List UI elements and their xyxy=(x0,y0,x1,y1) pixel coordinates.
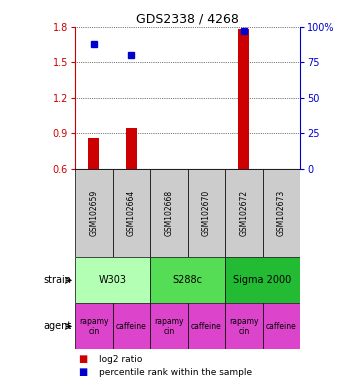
Text: agent: agent xyxy=(43,321,72,331)
Bar xyxy=(225,303,263,349)
Bar xyxy=(75,303,113,349)
Bar xyxy=(150,303,188,349)
Text: rapamy
cin: rapamy cin xyxy=(79,317,108,336)
Text: ■: ■ xyxy=(78,354,88,364)
Text: GSM102664: GSM102664 xyxy=(127,190,136,236)
Text: caffeine: caffeine xyxy=(266,322,297,331)
Text: rapamy
cin: rapamy cin xyxy=(229,317,258,336)
Text: S288c: S288c xyxy=(173,275,203,285)
Text: GSM102668: GSM102668 xyxy=(164,190,173,236)
Text: Sigma 2000: Sigma 2000 xyxy=(234,275,292,285)
Bar xyxy=(150,257,225,303)
Text: GSM102659: GSM102659 xyxy=(89,190,98,236)
Bar xyxy=(238,29,249,169)
Title: GDS2338 / 4268: GDS2338 / 4268 xyxy=(136,13,239,26)
Bar xyxy=(113,169,150,257)
Bar xyxy=(113,303,150,349)
Text: caffeine: caffeine xyxy=(191,322,222,331)
Bar xyxy=(225,257,300,303)
Text: strain: strain xyxy=(44,275,72,285)
Text: ■: ■ xyxy=(78,367,88,377)
Bar xyxy=(88,138,100,169)
Text: GSM102673: GSM102673 xyxy=(277,190,286,236)
Bar xyxy=(150,169,188,257)
Text: GSM102670: GSM102670 xyxy=(202,190,211,236)
Bar xyxy=(263,169,300,257)
Bar xyxy=(75,257,150,303)
Text: caffeine: caffeine xyxy=(116,322,147,331)
Text: GSM102672: GSM102672 xyxy=(239,190,248,236)
Text: percentile rank within the sample: percentile rank within the sample xyxy=(99,368,252,377)
Text: log2 ratio: log2 ratio xyxy=(99,354,142,364)
Text: rapamy
cin: rapamy cin xyxy=(154,317,183,336)
Bar xyxy=(188,303,225,349)
Text: W303: W303 xyxy=(99,275,127,285)
Bar xyxy=(188,169,225,257)
Bar xyxy=(263,303,300,349)
Bar xyxy=(225,169,263,257)
Bar xyxy=(125,127,137,169)
Bar xyxy=(75,169,113,257)
